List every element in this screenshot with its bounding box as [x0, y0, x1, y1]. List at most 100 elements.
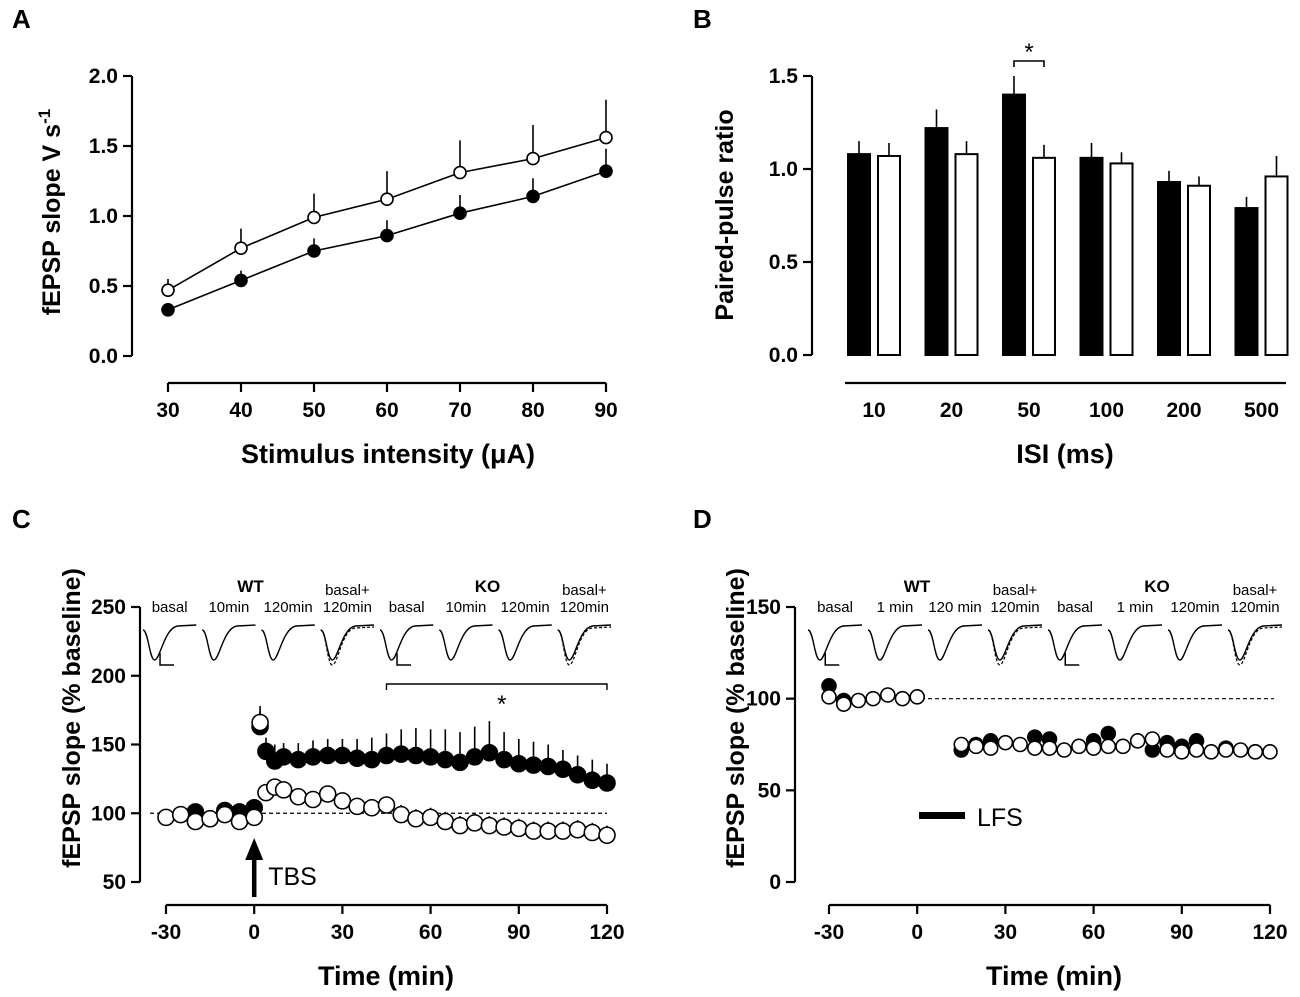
panel-a-point-open — [599, 130, 613, 145]
panel-c-group-label: WT — [237, 577, 264, 596]
panel-d-y-tick-label: 150 — [746, 596, 781, 619]
panel-d-trace-label: 120min — [1170, 599, 1219, 616]
panel-d-point-open — [1218, 742, 1234, 758]
panel-c-sig-bracket — [385, 683, 608, 690]
panel-d-trace-label: 1 min — [1117, 599, 1154, 616]
panel-c-trace-label: 120min — [323, 599, 372, 616]
panel-c-point-filled — [568, 765, 587, 784]
panel-d-trace-label: 1 min — [877, 599, 914, 616]
panel-c-trace-label: basal — [389, 599, 425, 616]
panel-c-y-tick-label: 50 — [103, 871, 126, 894]
panel-d-point-open — [1012, 736, 1028, 753]
panel-c-sig-star: * — [497, 691, 506, 718]
panel-a-y-tick-label: 2.0 — [89, 65, 118, 88]
panel-d-trace — [1107, 624, 1163, 661]
panel-c-point-filled — [524, 756, 543, 774]
panel-c-y-tick-label: 100 — [91, 802, 126, 825]
panel-c-point-filled — [554, 760, 572, 779]
panel-c-point-open — [348, 797, 366, 816]
panel-a-y-tick-label: 1.5 — [89, 135, 119, 158]
panel-c-ylabel: fEPSP slope (% baseline) — [58, 568, 86, 868]
panel-c-point-open — [318, 785, 337, 803]
panel-c-point-open — [451, 816, 469, 835]
panel-c-scale-bar — [396, 653, 412, 666]
panel-c-stim-arrow-head — [245, 838, 264, 860]
panel-d-trace-label: 120min — [990, 599, 1039, 616]
panel-d-point-open — [1041, 740, 1058, 756]
panel-c-point-filled — [509, 754, 528, 773]
panel-c-point-filled — [377, 746, 396, 765]
panel-c-x-tick-label: -30 — [151, 921, 181, 944]
panel-a-x-tick-label: 90 — [594, 399, 617, 422]
panel-d-y-tick-label: 50 — [758, 779, 781, 802]
panel-c-point-filled — [333, 746, 352, 765]
panel-c-trace-label: basal+ — [562, 582, 607, 599]
panel-d-point-open — [1262, 744, 1278, 760]
panel-c-point-open — [554, 822, 572, 840]
panel-d-point-open — [1115, 738, 1131, 755]
panel-d-trace — [1047, 624, 1103, 661]
panel-a-x-tick-label: 40 — [229, 399, 252, 422]
panel-c-point-filled — [480, 743, 499, 762]
panel-c-trace-label: 120min — [264, 599, 313, 616]
panel-d-point-open — [1056, 742, 1072, 758]
panel-d-xlabel: Time (min) — [986, 961, 1122, 991]
panel-a-point-open — [234, 241, 248, 255]
panel-b-x-tick-label: 200 — [1166, 399, 1201, 422]
panel-c-trace-label: basal — [152, 599, 188, 616]
panel-b-bar-open — [877, 154, 901, 356]
panel-b-x-tick-label: 10 — [862, 399, 885, 422]
panel-c-point-filled — [436, 750, 455, 769]
panel-c-scale-bar — [159, 653, 175, 666]
panel-b-bar-open — [954, 153, 979, 356]
panel-a-point-filled — [526, 189, 540, 204]
panel-b-bar-filled — [1157, 181, 1181, 356]
panel-d-trace-label: 120min — [1230, 599, 1279, 616]
panel-c-point-open — [304, 790, 322, 809]
panel-c-trace — [201, 624, 256, 661]
panel-d-x-tick-label: 0 — [911, 921, 923, 944]
panel-b-bar-filled — [1234, 207, 1259, 356]
panel-c-point-open — [392, 805, 411, 824]
panel-c-point-filled — [392, 745, 411, 763]
panel-b-bar-open — [1109, 162, 1134, 356]
panel-d-group-label: WT — [904, 577, 931, 596]
panel-a-x-tick-label: 80 — [521, 399, 544, 422]
panel-b-bar-open — [1264, 175, 1289, 356]
panel-c-point-open — [216, 805, 234, 824]
panel-d-trace — [1227, 624, 1283, 661]
panel-b-x-tick-label: 100 — [1089, 399, 1124, 422]
panel-d-x-tick-label: 120 — [1252, 921, 1287, 944]
panel-d-x-tick-label: 30 — [994, 921, 1017, 944]
panel-c-y-tick-label: 150 — [91, 734, 126, 757]
panel-c-trace — [142, 624, 197, 661]
panel-a-x-tick-label: 70 — [448, 399, 471, 422]
panel-c-trace-dashed — [557, 626, 612, 666]
panel-a-x-tick-label: 60 — [375, 399, 398, 422]
panel-c-trace — [320, 624, 375, 661]
panel-d-point-open — [982, 740, 999, 756]
panel-c-trace-label: 120min — [501, 599, 550, 616]
panel-d-trace — [927, 624, 983, 661]
panel-d-point-open — [1085, 740, 1102, 756]
panel-c-x-tick-label: 60 — [419, 921, 442, 944]
panel-c-xlabel: Time (min) — [318, 961, 454, 991]
panel-d-scale-bar — [824, 653, 840, 666]
panel-c-trace-dashed — [320, 626, 375, 666]
panel-b-y-tick-label: 1.5 — [769, 65, 799, 88]
panel-c-x-tick-label: 30 — [331, 921, 354, 944]
panel-d-point-open — [1203, 744, 1219, 760]
panel-c-point-filled — [348, 749, 366, 768]
panel-b-chart: 0.0 0.5 1.0 1.5 10 20 50 100 200 500 * — [769, 39, 1289, 422]
panel-d-point-open — [865, 690, 881, 707]
panel-c-trace — [379, 624, 434, 661]
panel-b-sig-star: * — [1024, 39, 1033, 66]
panel-c-point-open — [333, 792, 352, 810]
panel-d-x-tick-label: 90 — [1170, 921, 1193, 944]
panel-c-point-open — [230, 812, 249, 831]
panel-d-trace-dashed — [1227, 626, 1283, 666]
panel-b-y-tick-label: 0.5 — [769, 251, 799, 274]
panel-b-bar-filled — [924, 127, 949, 356]
panel-c-point-filled — [318, 746, 337, 765]
panel-c-trace-label: 10min — [445, 599, 486, 616]
